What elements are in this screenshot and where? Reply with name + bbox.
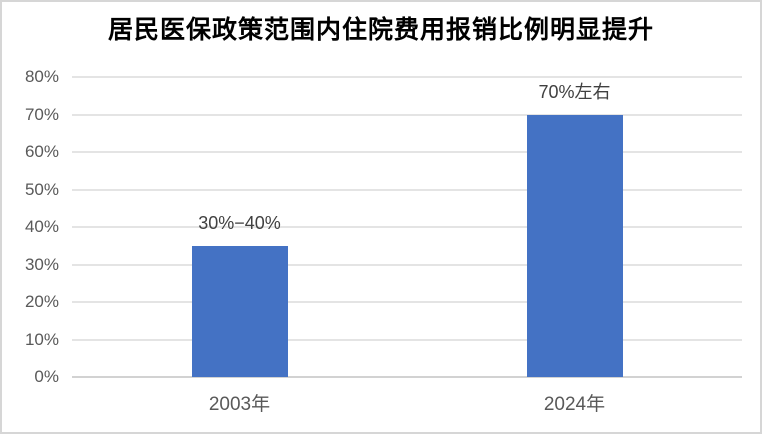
y-axis-tick-label: 0% (34, 367, 59, 386)
y-axis-tick-label: 70% (24, 104, 59, 124)
x-axis-category-label: 2024年 (543, 394, 606, 415)
y-axis-tick-label: 60% (24, 142, 59, 161)
bar (191, 245, 288, 377)
x-axis-category-label: 2003年 (208, 394, 271, 415)
gridline (72, 301, 742, 303)
y-axis-tick-label: 30% (24, 254, 59, 274)
gridline (72, 338, 742, 341)
gridline (72, 226, 742, 228)
bar-data-label: 30%−40% (198, 212, 281, 233)
gridline (72, 113, 742, 116)
y-axis-tick-label: 10% (24, 329, 59, 349)
y-axis-tick-label: 40% (24, 217, 59, 236)
gridline (72, 76, 742, 78)
y-axis-tick-label: 20% (24, 292, 59, 311)
x-axis-baseline (72, 376, 742, 378)
y-axis-tick-label: 50% (24, 179, 59, 199)
gridline (72, 151, 742, 153)
gridline (72, 188, 742, 191)
gridline (72, 263, 742, 266)
plot-area (72, 76, 742, 378)
chart-title: 居民医保政策范围内住院费用报销比例明显提升 (107, 16, 654, 44)
bar (526, 114, 623, 377)
bar-data-label: 70%左右 (538, 81, 611, 102)
y-axis-tick-label: 80% (24, 67, 59, 86)
